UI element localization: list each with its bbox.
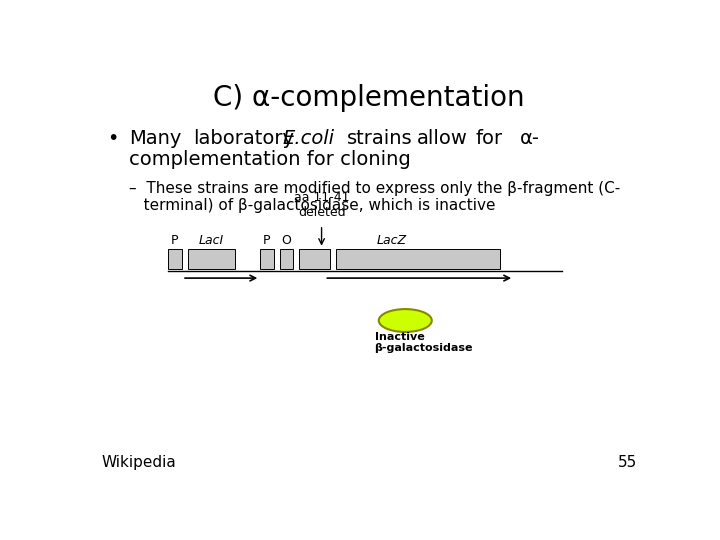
Text: LacI: LacI: [199, 234, 224, 247]
Text: Inactive
β-galactosidase: Inactive β-galactosidase: [374, 332, 473, 353]
Text: 55: 55: [618, 455, 637, 470]
Bar: [300, 249, 330, 269]
Text: for: for: [475, 129, 502, 149]
Bar: [168, 249, 181, 269]
Bar: [260, 249, 274, 269]
Text: P: P: [263, 234, 271, 247]
Text: E.coli: E.coli: [282, 129, 335, 149]
Text: •: •: [107, 129, 118, 149]
Text: O: O: [282, 234, 292, 247]
Text: allow: allow: [416, 129, 467, 149]
Text: LacZ: LacZ: [377, 234, 406, 247]
Text: Many: Many: [129, 129, 181, 149]
Bar: [336, 249, 500, 269]
Text: C) α-complementation: C) α-complementation: [213, 84, 525, 112]
Text: Wikipedia: Wikipedia: [101, 455, 176, 470]
Text: P: P: [171, 234, 179, 247]
Bar: [280, 249, 293, 269]
Text: aa 11-41
deleted: aa 11-41 deleted: [294, 191, 349, 219]
Text: laboratory: laboratory: [193, 129, 294, 149]
Text: terminal) of β-galactosidase, which is inactive: terminal) of β-galactosidase, which is i…: [129, 198, 495, 213]
Text: complementation for cloning: complementation for cloning: [129, 150, 411, 169]
Text: strains: strains: [347, 129, 413, 149]
Text: α-: α-: [520, 129, 540, 149]
Bar: [188, 249, 235, 269]
Text: –  These strains are modified to express only the β-fragment (C-: – These strains are modified to express …: [129, 181, 621, 196]
Ellipse shape: [379, 309, 432, 332]
